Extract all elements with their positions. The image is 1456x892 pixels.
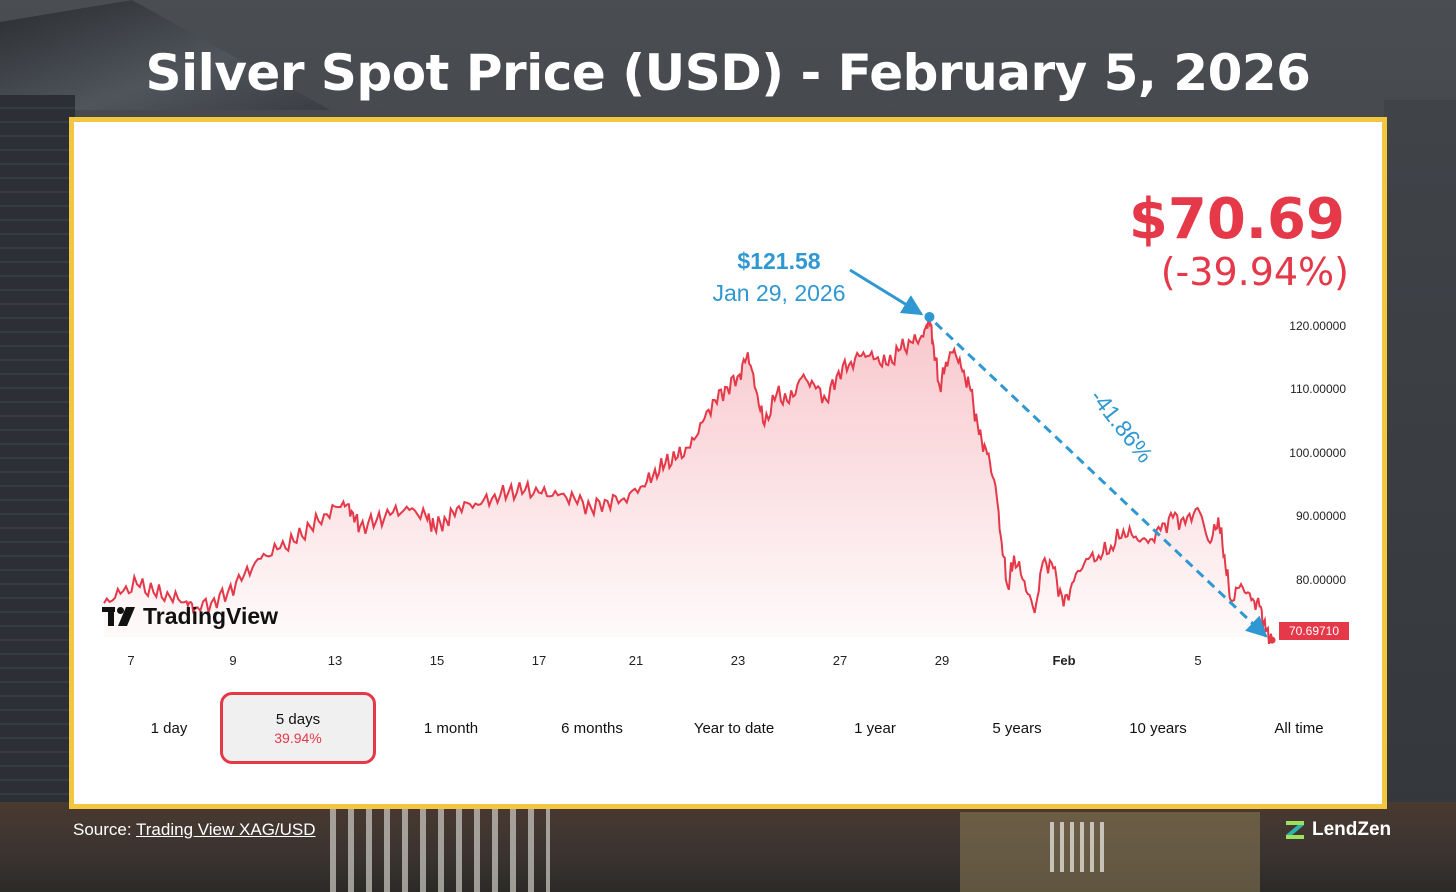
range-label: 6 months <box>561 719 623 737</box>
range-label: 5 days <box>275 710 321 728</box>
x-tick-label: 17 <box>531 653 547 668</box>
x-tick-label: 21 <box>628 653 644 668</box>
range-label: 1 year <box>854 719 896 737</box>
range-label: All time <box>1274 719 1324 737</box>
last-price-tag: 70.69710 <box>1279 622 1349 640</box>
x-tick-label: 5 <box>1194 653 1202 668</box>
range-5-years[interactable]: 5 years <box>942 692 1092 764</box>
balcony-railing <box>1050 822 1110 872</box>
page-title: Silver Spot Price (USD) - February 5, 20… <box>145 44 1311 102</box>
x-tick-label: 15 <box>429 653 445 668</box>
price-change-percent: (-39.94%) <box>1160 250 1349 294</box>
range-10-years[interactable]: 10 years <box>1083 692 1233 764</box>
x-tick-label: 13 <box>327 653 343 668</box>
range-1-month[interactable]: 1 month <box>376 692 526 764</box>
x-tick-label: 27 <box>832 653 848 668</box>
x-tick-label: 23 <box>730 653 746 668</box>
y-tick-label: 100.00000 <box>1289 446 1346 460</box>
range-label: Year to date <box>693 719 775 737</box>
range-selector: 1 day 5 days 39.94% 1 month 6 months Yea… <box>74 692 1382 764</box>
peak-date-label: Jan 29, 2026 <box>712 280 846 306</box>
lendzen-logo-icon <box>1286 821 1304 839</box>
source-link[interactable]: Trading View XAG/USD <box>136 820 316 839</box>
house-wall-right <box>1384 100 1456 892</box>
drop-percent-label: -41.86% <box>1085 384 1158 468</box>
porch-railing <box>330 807 550 892</box>
current-price: $70.69 <box>1128 187 1345 252</box>
tradingview-logo: TradingView <box>102 603 278 630</box>
range-all-time[interactable]: All time <box>1224 692 1374 764</box>
brand-name: LendZen <box>1312 819 1392 840</box>
x-tick-label: 9 <box>229 653 237 668</box>
y-tick-label: 110.00000 <box>1290 382 1346 396</box>
x-tick-label: 29 <box>934 653 950 668</box>
price-line <box>103 316 1273 645</box>
price-area <box>104 317 1272 644</box>
range-year-to-date[interactable]: Year to date <box>659 692 809 764</box>
range-label: 10 years <box>1129 719 1187 737</box>
y-tick-label: 120.00000 <box>1289 319 1346 333</box>
range-5-days[interactable]: 5 days 39.94% <box>220 692 376 764</box>
tradingview-logo-text: TradingView <box>143 603 279 629</box>
peak-arrow <box>849 268 924 316</box>
range-label: 5 years <box>992 719 1042 737</box>
range-6-months[interactable]: 6 months <box>517 692 667 764</box>
range-label: 1 day <box>150 719 188 737</box>
house-wall-bottom <box>960 812 1260 892</box>
range-1-day[interactable]: 1 day <box>94 692 244 764</box>
y-tick-label: 90.00000 <box>1295 509 1346 523</box>
lendzen-brand: LendZen <box>1284 819 1391 841</box>
chart-panel: -41.86% $70.69 (-39.94%) $121.58 Jan 29,… <box>69 117 1387 809</box>
drop-dashed-line <box>934 321 1268 638</box>
source-prefix: Source: <box>73 820 137 839</box>
price-chart: -41.86% <box>103 268 1276 645</box>
peak-price-label: $121.58 <box>737 248 821 274</box>
peak-point <box>924 311 935 322</box>
range-1-year[interactable]: 1 year <box>800 692 950 764</box>
range-label: 1 month <box>423 719 479 737</box>
tradingview-logo-icon <box>102 607 135 626</box>
range-change-percent: 39.94% <box>274 729 322 746</box>
y-tick-label: 80.00000 <box>1295 573 1346 587</box>
x-tick-label: Feb <box>1052 653 1076 668</box>
x-tick-label: 7 <box>127 653 135 668</box>
house-siding-left <box>0 95 75 892</box>
source-note: Source: Trading View XAG/USD <box>73 820 316 840</box>
last-point <box>1268 636 1276 644</box>
